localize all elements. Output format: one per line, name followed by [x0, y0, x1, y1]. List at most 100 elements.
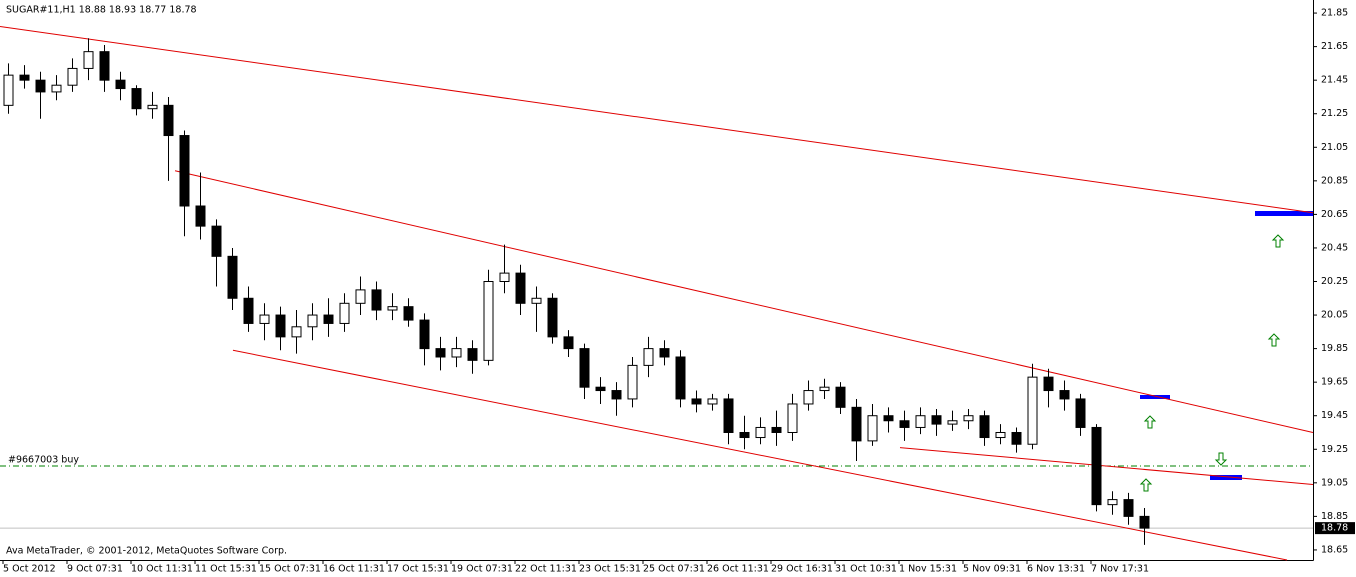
candle-body: [51, 84, 62, 93]
candle-body: [867, 415, 878, 442]
candle-body: [99, 51, 110, 81]
candle-body: [131, 88, 142, 110]
x-tick-label: 7 Nov 17:31: [1091, 564, 1149, 575]
candle-body: [323, 314, 334, 324]
candle-body: [659, 348, 670, 358]
candle-body: [243, 297, 254, 324]
candle-body: [723, 398, 734, 433]
candle-body: [451, 348, 462, 358]
x-tick-label: 6 Nov 13:31: [1027, 564, 1085, 575]
y-tick-label: 20.25: [1321, 276, 1348, 287]
candle-body: [1027, 376, 1038, 445]
candle-body: [1139, 515, 1150, 529]
y-tick-label: 20.65: [1321, 209, 1348, 220]
y-tick-label: 19.45: [1321, 410, 1348, 421]
candle-body: [963, 415, 974, 422]
candle-body: [579, 348, 590, 388]
candle-body: [739, 431, 750, 439]
candle-body: [947, 420, 958, 425]
x-tick-label: 19 Oct 07:31: [451, 564, 513, 575]
candle-body: [291, 326, 302, 338]
candle-body: [483, 281, 494, 361]
x-tick-label: 15 Oct 07:31: [259, 564, 321, 575]
candle-body: [1011, 431, 1022, 445]
y-tick-label: 18.65: [1321, 544, 1348, 555]
candle-body: [3, 74, 14, 106]
x-tick-label: 23 Oct 15:31: [579, 564, 641, 575]
candle-body: [467, 348, 478, 361]
candle-body: [803, 390, 814, 405]
candle-body: [499, 272, 510, 283]
y-tick-label: 21.85: [1321, 8, 1348, 19]
candle-body: [419, 319, 430, 350]
candle-body: [1091, 426, 1102, 506]
candle-body: [755, 426, 766, 439]
candle-body: [771, 426, 782, 433]
candle-body: [371, 289, 382, 311]
candle-body: [403, 306, 414, 321]
candle-body: [835, 386, 846, 408]
candle-body: [387, 306, 398, 311]
y-tick-label: 19.25: [1321, 444, 1348, 455]
x-tick-label: 1 Nov 15:31: [899, 564, 957, 575]
trend-line: [899, 447, 1314, 486]
trend-line: [174, 170, 1314, 433]
x-tick-label: 5 Oct 2012: [3, 564, 56, 575]
candle-body: [115, 79, 126, 90]
candle-body: [1107, 499, 1118, 506]
candle-body: [979, 415, 990, 439]
y-tick-label: 21.65: [1321, 41, 1348, 52]
order-label: #9667003 buy: [8, 455, 79, 466]
y-tick-label: 18.85: [1321, 511, 1348, 522]
candle-body: [547, 297, 558, 338]
x-tick-label: 17 Oct 15:31: [387, 564, 449, 575]
candle-body: [67, 67, 78, 86]
candle-body: [275, 314, 286, 338]
x-tick-label: 5 Nov 09:31: [963, 564, 1021, 575]
last-price-label: 18.78: [1321, 523, 1348, 534]
x-tick-label: 31 Oct 10:31: [835, 564, 897, 575]
up-arrow: [1267, 333, 1281, 347]
candle-body: [787, 403, 798, 433]
candle-body: [611, 390, 622, 400]
candle-body: [1059, 390, 1070, 400]
x-tick-label: 26 Oct 11:31: [707, 564, 769, 575]
y-tick-label: 20.05: [1321, 310, 1348, 321]
candle-body: [931, 415, 942, 425]
up-arrow: [1271, 234, 1285, 248]
candle-body: [531, 297, 542, 304]
up-arrow: [1139, 478, 1153, 492]
candle-body: [179, 135, 190, 207]
candle-body: [227, 255, 238, 299]
trend-line: [0, 25, 1314, 214]
level-marker: [1255, 211, 1313, 216]
y-tick-label: 19.05: [1321, 477, 1348, 488]
candle-body: [35, 79, 46, 93]
candle-body: [1123, 499, 1134, 517]
x-tick-label: 25 Oct 07:31: [643, 564, 705, 575]
chart-title: SUGAR#11,H1 18.88 18.93 18.77 18.78: [6, 5, 197, 16]
candle-body: [147, 104, 158, 110]
y-tick-label: 21.45: [1321, 75, 1348, 86]
candle-body: [915, 415, 926, 428]
candle-body: [307, 314, 318, 328]
candle-body: [883, 415, 894, 422]
last-price-box: [1315, 522, 1355, 535]
y-tick-label: 21.05: [1321, 142, 1348, 153]
candle-body: [819, 386, 830, 392]
candle-body: [707, 398, 718, 405]
candle-body: [595, 386, 606, 392]
candle-body: [259, 314, 270, 324]
candle-body: [435, 348, 446, 358]
candle-body: [563, 336, 574, 350]
x-tick-label: 9 Oct 07:31: [67, 564, 123, 575]
candle-body: [339, 302, 350, 324]
candle-body: [627, 364, 638, 400]
candle-body: [675, 356, 686, 400]
y-tick-label: 20.85: [1321, 175, 1348, 186]
candle-body: [211, 225, 222, 257]
x-tick-label: 29 Oct 16:31: [771, 564, 833, 575]
y-tick-label: 21.25: [1321, 108, 1348, 119]
